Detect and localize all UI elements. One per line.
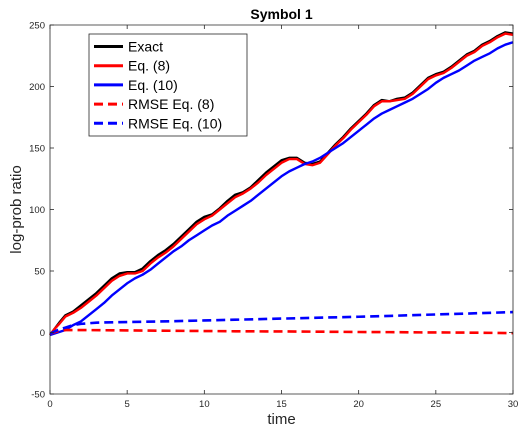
y-tick-label: 100 [29,205,45,216]
y-tick-label: 150 [29,144,45,155]
legend-label: Eq. (10) [128,77,178,93]
legend-label: Eq. (8) [128,58,170,74]
x-tick-label: 30 [508,399,518,410]
x-tick-label: 15 [276,399,287,410]
y-tick-label: 0 [40,328,45,339]
y-tick-label: 250 [29,21,45,32]
chart-title: Symbol 1 [250,6,312,22]
legend-label: Exact [128,39,163,55]
y-tick-label: 50 [34,267,45,278]
x-tick-label: 0 [47,399,52,410]
series-layer [49,31,514,337]
series-line-eq-10 [49,41,514,337]
legend: Exact Eq. (8) Eq. (10) RMSE Eq. (8) RMSE Eq.… [88,33,248,137]
x-tick-label: 25 [431,399,442,410]
series-line-eq-8 [49,32,514,336]
y-tick-label: -50 [31,390,45,401]
legend-label: RMSE Eq. (8) [128,96,214,112]
x-tick-label: 10 [199,399,210,410]
legend-label: RMSE Eq. (10) [128,115,222,131]
series-line-rmse-eq-10 [49,310,514,335]
y-axis-title: log-prob ratio [8,165,25,253]
x-axis-title: time [267,411,295,428]
y-tick-label: 200 [29,82,45,93]
x-tick-label: 5 [125,399,130,410]
x-tick-label: 20 [353,399,364,410]
series-line-rmse-eq-8 [49,328,514,335]
